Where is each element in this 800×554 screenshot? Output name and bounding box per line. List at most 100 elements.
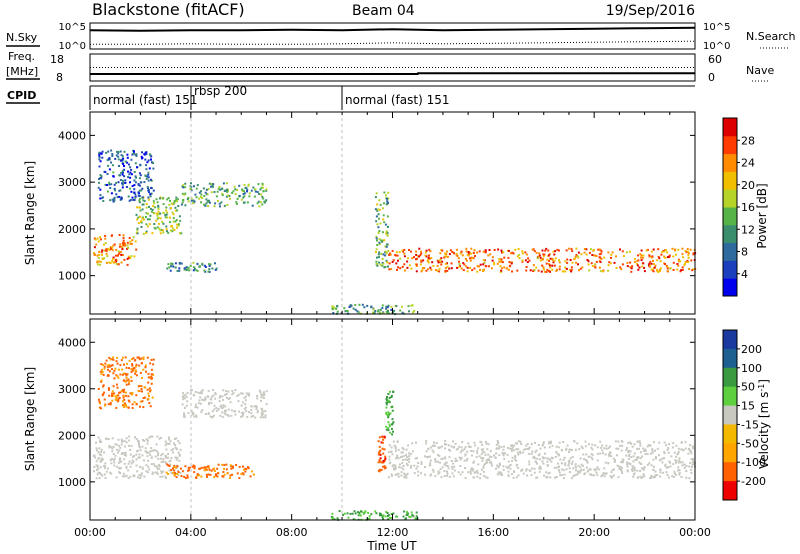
velocity-cell (138, 444, 141, 447)
power-cell (424, 251, 427, 254)
velocity-cell (386, 413, 389, 416)
velocity-cell (432, 470, 435, 473)
velocity-cell (113, 464, 116, 467)
velocity-cell (639, 451, 642, 454)
velocity-cell (587, 443, 590, 446)
velocity-cell (616, 464, 619, 467)
velocity-cell (590, 474, 593, 476)
velocity-cell (148, 395, 150, 397)
power-cell (200, 190, 202, 193)
velocity-cell (94, 456, 97, 459)
velocity-cell (238, 410, 240, 413)
velocity-cell (424, 455, 426, 458)
velocity-cell (378, 459, 381, 462)
power-cell (161, 220, 164, 223)
velocity-cell (534, 451, 537, 454)
power-cell (655, 268, 658, 271)
velocity-cell (167, 473, 170, 475)
power-cell (253, 195, 256, 198)
velocity-cell (593, 468, 596, 471)
power-cell (377, 253, 380, 256)
velocity-cell (150, 368, 153, 371)
velocity-cell (448, 475, 451, 478)
velocity-cell (178, 442, 181, 445)
velocity-cell (138, 364, 141, 367)
velocity-cell (103, 365, 106, 368)
velocity-cell (129, 449, 132, 451)
power-cell (691, 269, 694, 272)
velocity-cell (591, 443, 594, 446)
power-cell (376, 264, 379, 267)
power-cell (195, 196, 198, 199)
velocity-cell (633, 467, 636, 470)
velocity-cell (508, 465, 511, 468)
power-cell (99, 260, 102, 263)
velocity-cell (112, 445, 115, 448)
velocity-cell (379, 453, 382, 456)
power-cell (181, 185, 184, 188)
velocity-cell (391, 474, 393, 477)
velocity-cell (474, 471, 477, 474)
velocity-cell (147, 471, 150, 474)
power-cell (490, 267, 493, 270)
velocity-cell (156, 471, 159, 474)
velocity-cell (383, 436, 386, 439)
velocity-cell (170, 457, 173, 460)
power-cell (388, 268, 391, 271)
power-cell (554, 257, 557, 260)
velocity-cell (120, 438, 123, 441)
velocity-cell (387, 421, 390, 424)
power-cell (419, 254, 422, 257)
power-cell (524, 251, 527, 254)
power-cell (543, 253, 546, 256)
power-cell (126, 153, 129, 156)
power-cell (438, 267, 441, 270)
velocity-cell (580, 469, 583, 472)
velocity-cell (183, 394, 186, 397)
velocity-cell (539, 467, 542, 470)
velocity-cell (116, 465, 118, 468)
velocity-cell (633, 443, 636, 446)
power-cell (258, 205, 261, 208)
power-colorbar-tick-label: 8 (741, 246, 748, 259)
velocity-cell (175, 476, 178, 479)
velocity-cell (191, 465, 194, 468)
cpid-segment-1: normal (fast) 151 (93, 93, 197, 107)
power-cell (648, 262, 651, 265)
power-cell (122, 157, 125, 160)
power-cell (637, 259, 640, 262)
velocity-cell (437, 446, 440, 449)
power-cell (138, 189, 141, 192)
velocity-cell (464, 446, 467, 449)
power-cell (211, 267, 214, 270)
velocity-cell (617, 447, 620, 450)
power-cell (620, 268, 623, 271)
velocity-cell (244, 406, 247, 409)
velocity-cell (390, 513, 393, 516)
power-cell (570, 266, 573, 269)
power-cell (653, 266, 656, 269)
velocity-cell (127, 406, 130, 409)
velocity-cell (520, 443, 523, 445)
velocity-cell (155, 443, 158, 446)
velocity-cell (105, 359, 108, 362)
velocity-cell (544, 452, 546, 455)
power-cell (671, 247, 674, 250)
velocity-cell (124, 356, 127, 359)
power-cell (119, 243, 122, 246)
velocity-cell (510, 444, 512, 447)
velocity-cell (434, 459, 437, 462)
velocity-cell (234, 389, 237, 391)
power-cell (377, 310, 380, 313)
velocity-cell (149, 435, 152, 438)
velocity-cell (140, 472, 143, 475)
power-cell (420, 250, 422, 253)
velocity-cell (639, 442, 642, 445)
velocity-cell (438, 471, 441, 474)
power-cell (126, 161, 129, 164)
power-cell (134, 162, 137, 165)
velocity-cell (613, 460, 616, 463)
power-cell (538, 252, 541, 255)
velocity-cell (672, 442, 675, 445)
power-cell (157, 213, 160, 216)
